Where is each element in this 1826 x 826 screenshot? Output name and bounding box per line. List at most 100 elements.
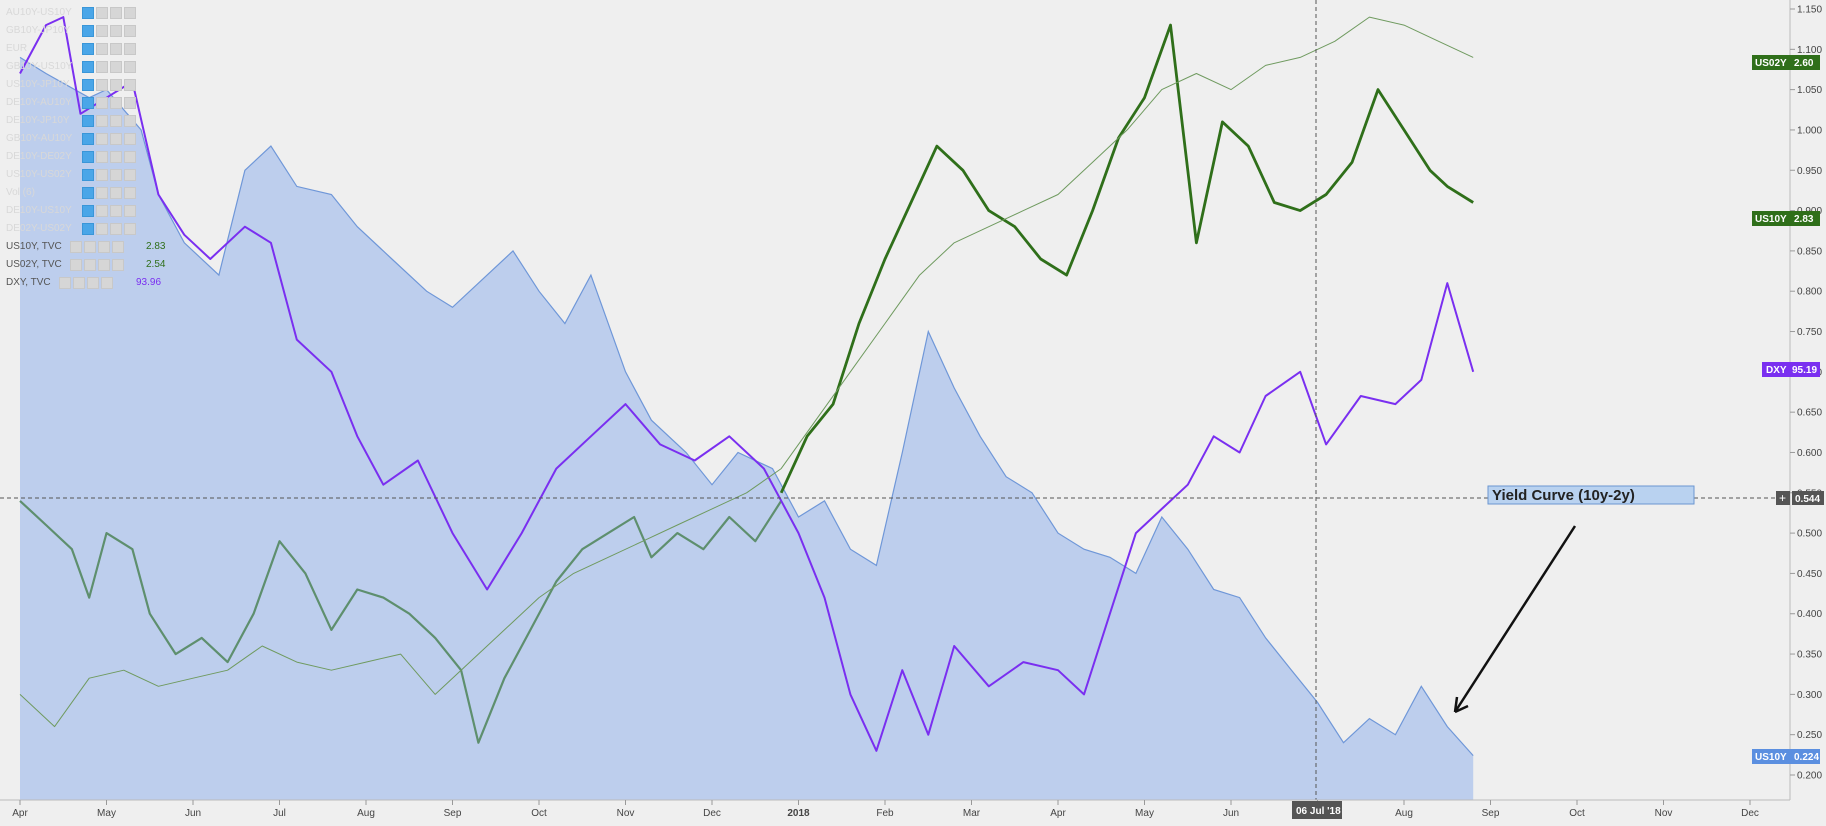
eye-icon[interactable] xyxy=(82,205,94,217)
legend-item[interactable]: DE10Y-AU10Y xyxy=(6,94,176,112)
legend-item[interactable]: DE10Y-JP10Y xyxy=(6,112,176,130)
y-tick-label: 1.100 xyxy=(1797,45,1822,56)
more-icon[interactable] xyxy=(110,133,122,145)
x-tick-label: Sep xyxy=(1482,808,1500,819)
more-icon[interactable] xyxy=(110,25,122,37)
close-icon[interactable] xyxy=(101,277,113,289)
close-icon[interactable] xyxy=(124,151,136,163)
more-icon[interactable] xyxy=(110,7,122,19)
settings-icon[interactable] xyxy=(96,169,108,181)
legend-item[interactable]: US10Y-US02Y xyxy=(6,166,176,184)
legend-item[interactable]: Vol (6) xyxy=(6,184,176,202)
settings-icon[interactable] xyxy=(96,151,108,163)
eye-icon[interactable] xyxy=(82,25,94,37)
legend-item-label: US02Y, TVC xyxy=(6,259,62,270)
eye-icon[interactable] xyxy=(82,115,94,127)
close-icon[interactable] xyxy=(124,223,136,235)
legend-item-label: GB10Y-US10Y xyxy=(6,61,72,72)
close-icon[interactable] xyxy=(124,61,136,73)
settings-icon[interactable] xyxy=(84,241,96,253)
eye-icon[interactable] xyxy=(82,7,94,19)
eye-icon[interactable] xyxy=(59,277,71,289)
eye-icon[interactable] xyxy=(70,241,82,253)
settings-icon[interactable] xyxy=(96,115,108,127)
settings-icon[interactable] xyxy=(96,43,108,55)
eye-icon[interactable] xyxy=(82,79,94,91)
y-tick-label: 0.800 xyxy=(1797,287,1822,298)
eye-icon[interactable] xyxy=(82,61,94,73)
more-icon[interactable] xyxy=(110,151,122,163)
more-icon[interactable] xyxy=(110,205,122,217)
legend-item[interactable]: US10Y-JP10Y xyxy=(6,76,176,94)
close-icon[interactable] xyxy=(124,115,136,127)
legend-item[interactable]: GB10Y-JP10Y xyxy=(6,22,176,40)
legend-item[interactable]: DE02Y-US02Y xyxy=(6,220,176,238)
more-icon[interactable] xyxy=(110,79,122,91)
close-icon[interactable] xyxy=(124,133,136,145)
legend-item-value: 93.96 xyxy=(136,274,161,292)
close-icon[interactable] xyxy=(112,259,124,271)
settings-icon[interactable] xyxy=(96,25,108,37)
eye-icon[interactable] xyxy=(82,187,94,199)
settings-icon[interactable] xyxy=(96,61,108,73)
close-icon[interactable] xyxy=(124,79,136,91)
settings-icon[interactable] xyxy=(73,277,85,289)
settings-icon[interactable] xyxy=(96,97,108,109)
settings-icon[interactable] xyxy=(96,223,108,235)
more-icon[interactable] xyxy=(110,43,122,55)
close-icon[interactable] xyxy=(124,169,136,181)
legend-item-controls xyxy=(59,277,115,295)
legend-item-label: EUR xyxy=(6,43,27,54)
legend-item[interactable]: EUR xyxy=(6,40,176,58)
crosshair-value: 0.544 xyxy=(1795,494,1820,505)
eye-icon[interactable] xyxy=(82,133,94,145)
more-icon[interactable] xyxy=(98,241,110,253)
legend-item[interactable]: GB10Y-US10Y xyxy=(6,58,176,76)
more-icon[interactable] xyxy=(110,169,122,181)
settings-icon[interactable] xyxy=(84,259,96,271)
eye-icon[interactable] xyxy=(82,169,94,181)
more-icon[interactable] xyxy=(110,187,122,199)
more-icon[interactable] xyxy=(98,259,110,271)
eye-icon[interactable] xyxy=(82,97,94,109)
eye-icon[interactable] xyxy=(82,43,94,55)
eye-icon[interactable] xyxy=(70,259,82,271)
close-icon[interactable] xyxy=(124,43,136,55)
more-icon[interactable] xyxy=(87,277,99,289)
badge-us10y-label: US10Y xyxy=(1755,214,1787,225)
close-icon[interactable] xyxy=(124,205,136,217)
settings-icon[interactable] xyxy=(96,205,108,217)
badge-us02y: US02Y 2.60 xyxy=(1752,55,1820,70)
badge-us02y-label: US02Y xyxy=(1755,58,1787,69)
close-icon[interactable] xyxy=(124,7,136,19)
eye-icon[interactable] xyxy=(82,223,94,235)
settings-icon[interactable] xyxy=(96,133,108,145)
crosshair-date-text: 06 Jul '18 xyxy=(1296,806,1341,817)
legend-item[interactable]: AU10Y-US10Y xyxy=(6,4,176,22)
eye-icon[interactable] xyxy=(82,151,94,163)
close-icon[interactable] xyxy=(124,187,136,199)
y-tick-label: 0.600 xyxy=(1797,448,1822,459)
more-icon[interactable] xyxy=(110,223,122,235)
legend-item-label: DE10Y-US10Y xyxy=(6,205,72,216)
close-icon[interactable] xyxy=(124,97,136,109)
settings-icon[interactable] xyxy=(96,187,108,199)
more-icon[interactable] xyxy=(110,97,122,109)
more-icon[interactable] xyxy=(110,61,122,73)
settings-icon[interactable] xyxy=(96,7,108,19)
close-icon[interactable] xyxy=(124,25,136,37)
legend-item[interactable]: GB10Y-AU10Y xyxy=(6,130,176,148)
legend-item[interactable]: DE10Y-DE02Y xyxy=(6,148,176,166)
y-axis[interactable]: 1.1501.1001.0501.0000.9500.9000.8500.800… xyxy=(1790,5,1822,782)
x-tick-label: Nov xyxy=(1655,808,1673,819)
y-tick-label: 1.000 xyxy=(1797,125,1822,136)
legend-item[interactable]: DE10Y-US10Y xyxy=(6,202,176,220)
close-icon[interactable] xyxy=(112,241,124,253)
settings-icon[interactable] xyxy=(96,79,108,91)
more-icon[interactable] xyxy=(110,115,122,127)
